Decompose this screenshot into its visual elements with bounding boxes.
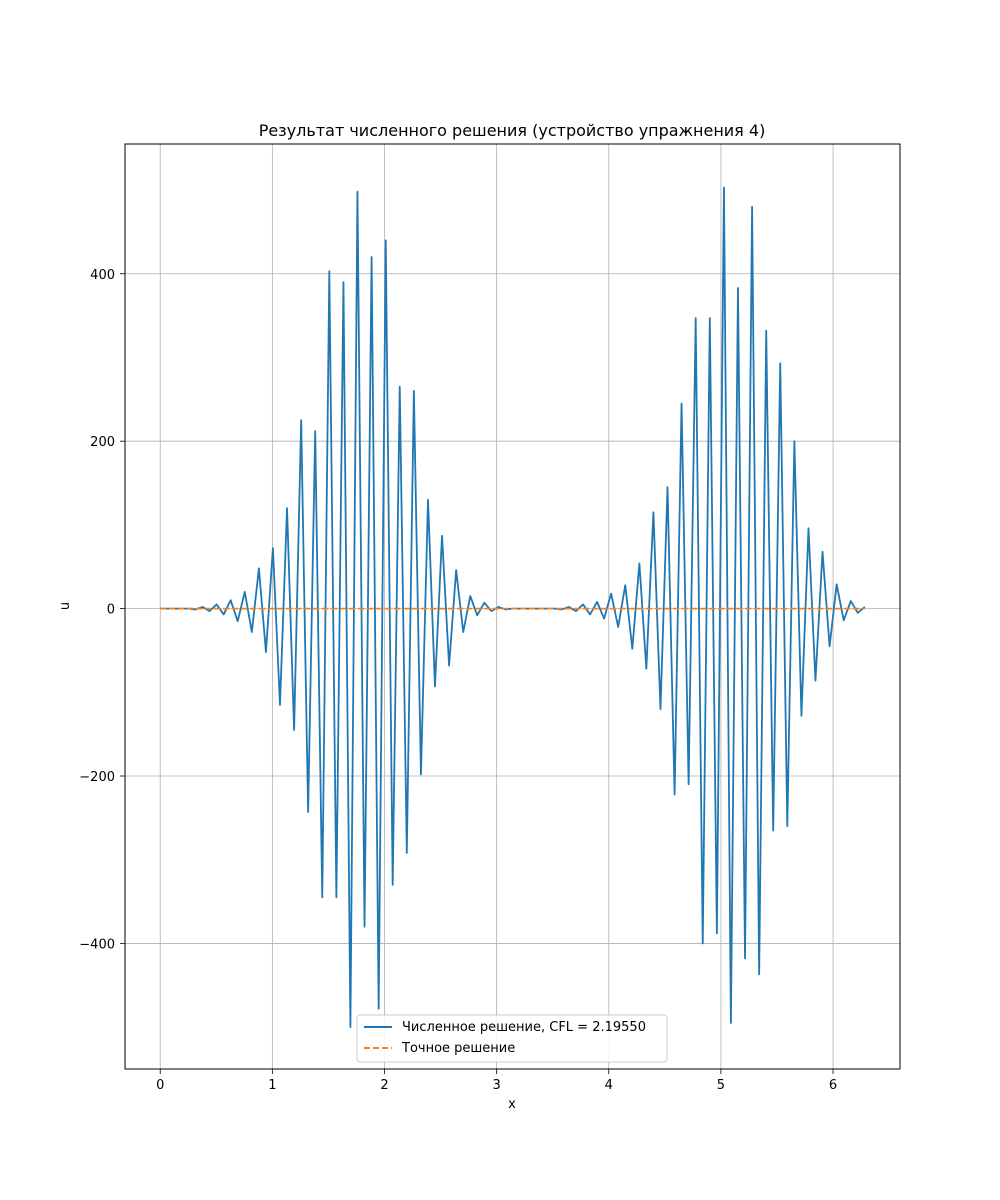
legend-label-exact: Точное решение bbox=[401, 1041, 515, 1056]
y-tick-label: 0 bbox=[107, 603, 115, 618]
y-tick-label: 200 bbox=[90, 435, 115, 450]
chart-title: Результат численного решения (устройство… bbox=[259, 121, 766, 140]
x-tick-label: 3 bbox=[492, 1078, 500, 1093]
legend: Численное решение, CFL = 2.19550 Точное … bbox=[356, 1014, 668, 1063]
x-tick-label: 2 bbox=[380, 1078, 388, 1093]
y-axis-ticks: −400 −200 0 200 400 bbox=[79, 268, 125, 952]
x-tick-label: 4 bbox=[605, 1078, 613, 1093]
series-line-numeric bbox=[160, 186, 866, 1029]
x-tick-label: 6 bbox=[829, 1078, 837, 1093]
y-tick-label: −400 bbox=[79, 937, 115, 952]
plot-border bbox=[124, 143, 901, 1070]
legend-label-numeric: Численное решение, CFL = 2.19550 bbox=[402, 1020, 646, 1035]
x-axis-label: x bbox=[508, 1097, 516, 1112]
x-tick-label: 5 bbox=[717, 1078, 725, 1093]
x-tick-label: 1 bbox=[268, 1078, 276, 1093]
x-tick-label: 0 bbox=[156, 1078, 164, 1093]
y-axis-label: u bbox=[58, 602, 73, 610]
legend-box bbox=[356, 1014, 668, 1063]
y-tick-label: 400 bbox=[90, 268, 115, 283]
series-layer bbox=[160, 186, 866, 1029]
y-tick-label: −200 bbox=[79, 770, 115, 785]
x-axis-ticks: 0 1 2 3 4 5 6 bbox=[156, 1069, 837, 1093]
plot-frame bbox=[124, 143, 901, 1070]
